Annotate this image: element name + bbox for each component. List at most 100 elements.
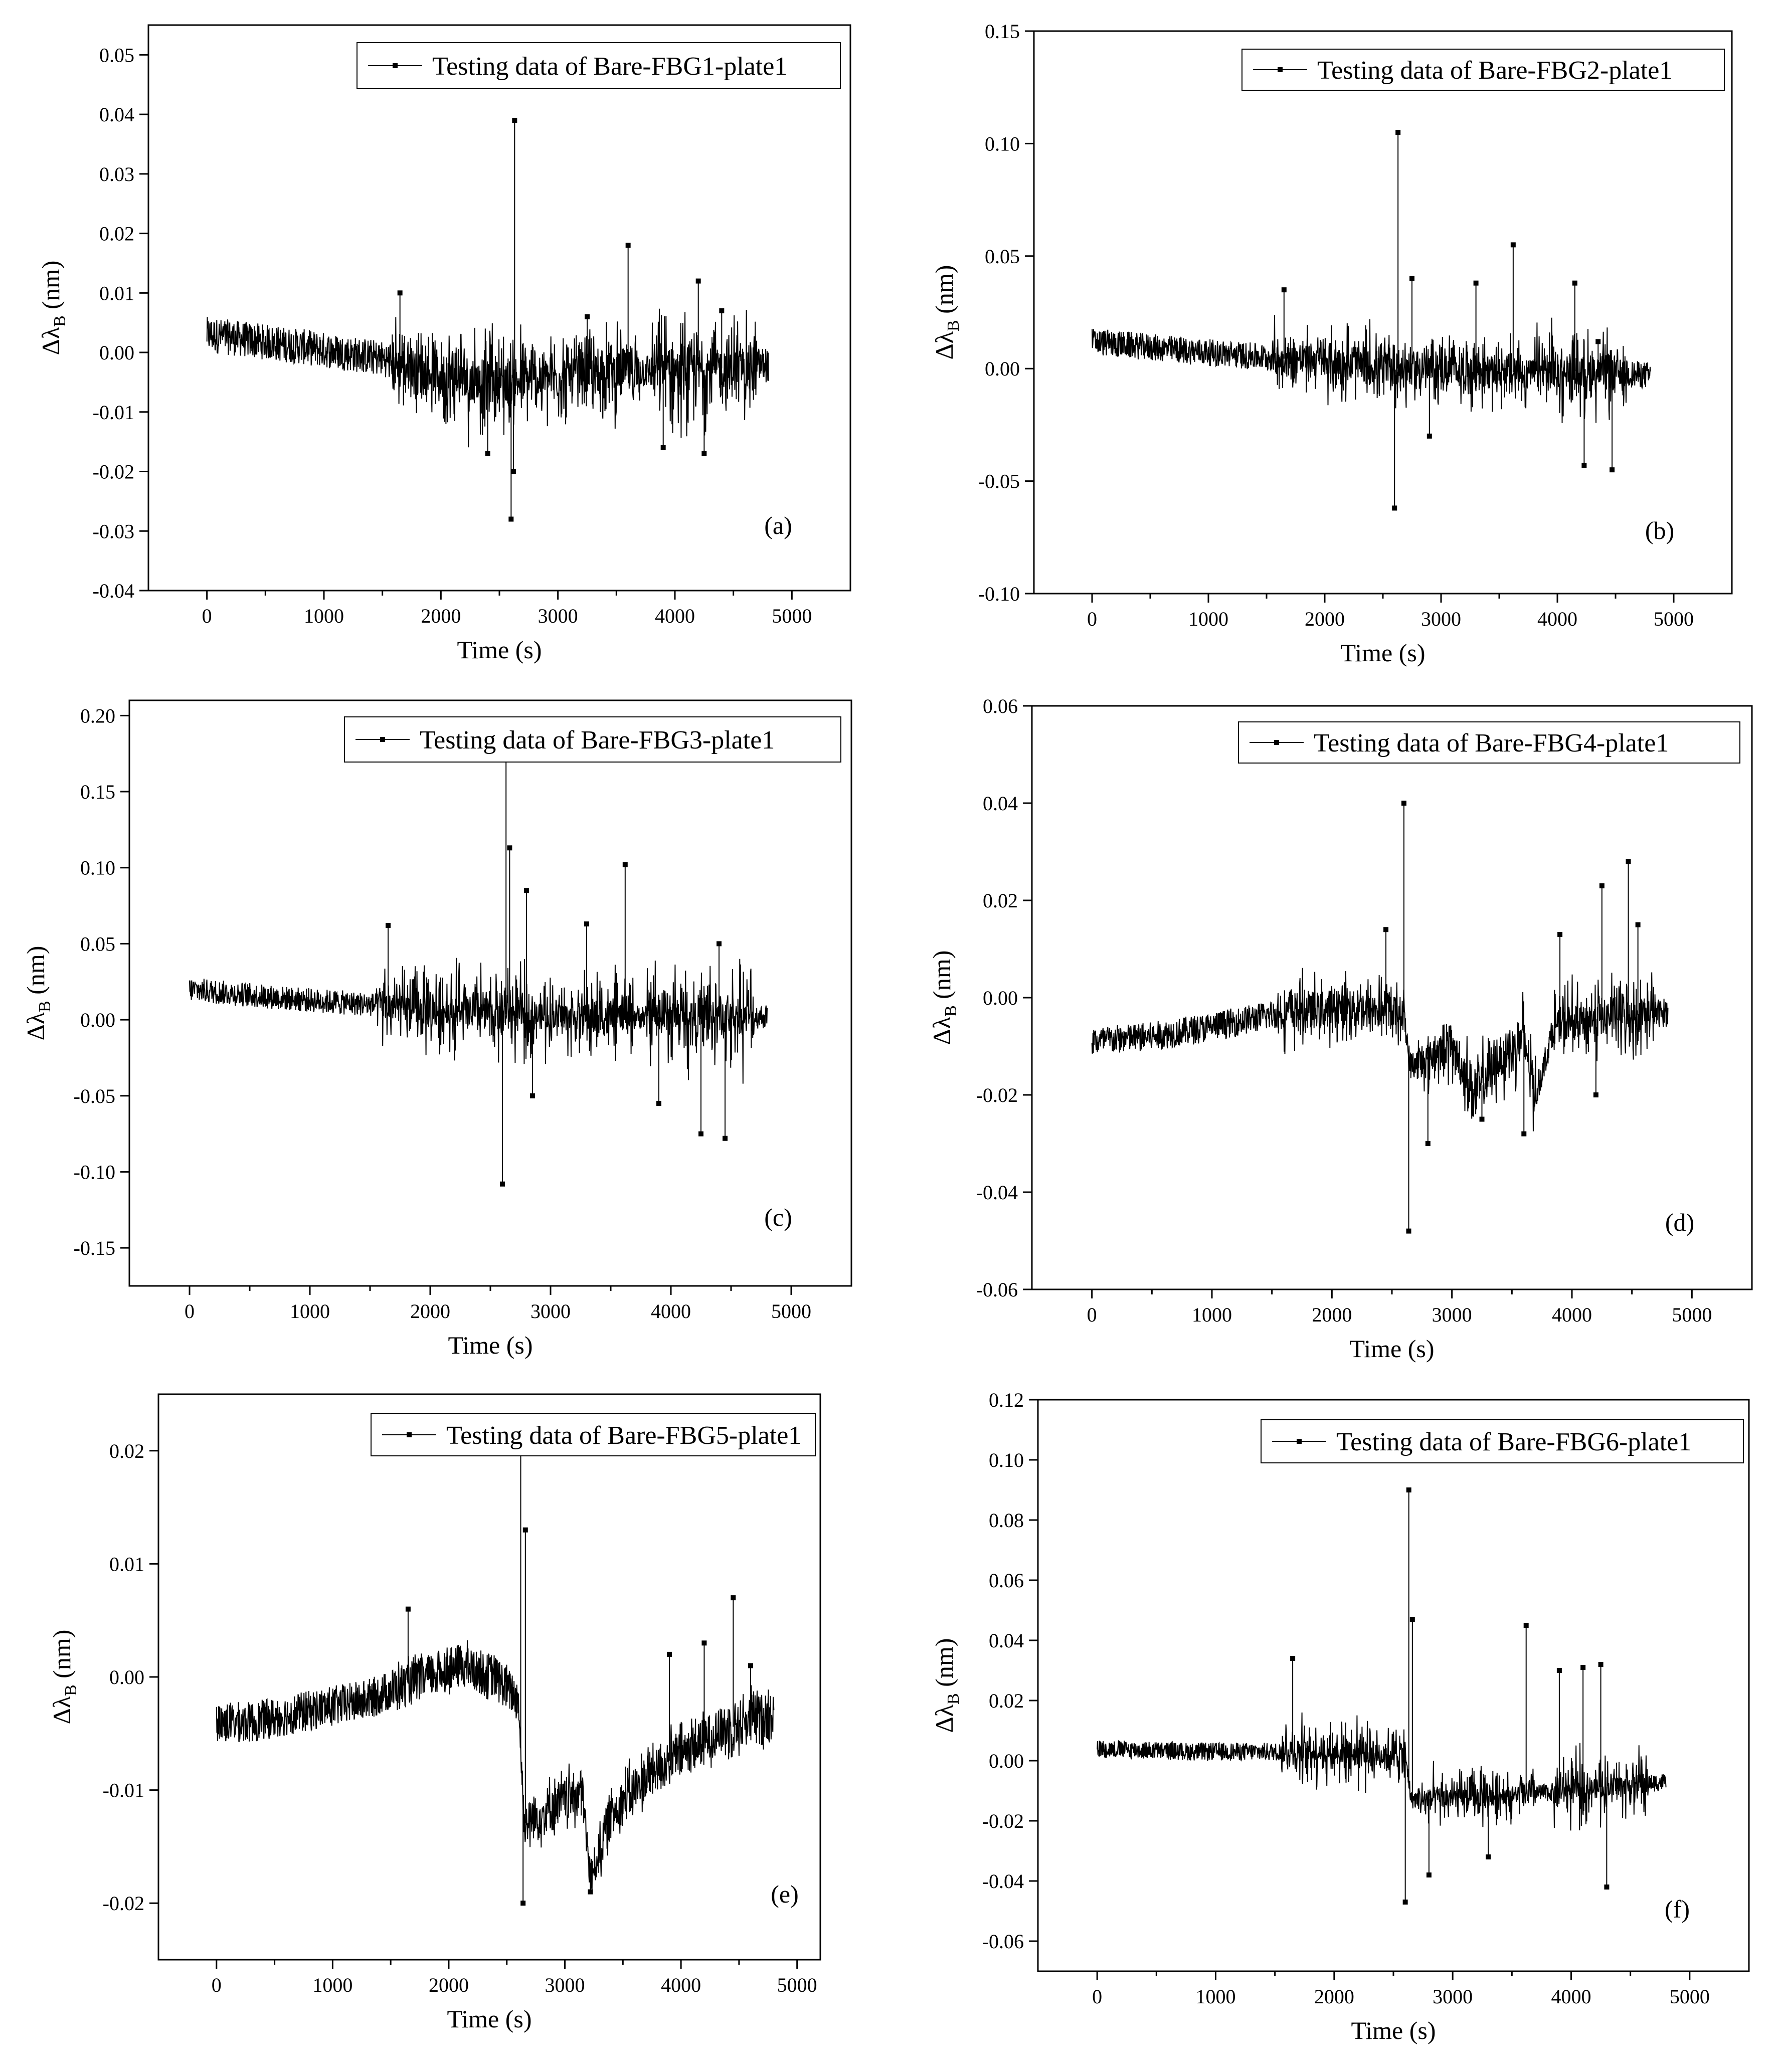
x-tick-label: 3000 [538, 605, 578, 627]
data-series [1091, 801, 1669, 1234]
series-line [1097, 1712, 1667, 1831]
y-tick-label: 0.01 [99, 282, 134, 304]
panel-label: (a) [764, 511, 792, 539]
legend-box [1238, 721, 1740, 764]
y-tick-label: 0.15 [80, 781, 115, 803]
legend-label: Testing data of Bare-FBG1-plate1 [432, 52, 787, 81]
x-tick-label: 4000 [1552, 1303, 1592, 1326]
data-series [1092, 129, 1651, 511]
y-tick-label: 0.20 [80, 704, 115, 727]
data-point [522, 1527, 528, 1533]
plot-frame [1033, 30, 1733, 595]
data-point [1281, 287, 1287, 293]
series-line [1091, 968, 1669, 1132]
x-tick-label: 1000 [1196, 1985, 1236, 2008]
y-tick-label: -0.04 [93, 580, 134, 602]
y-tick-label: 0.00 [99, 341, 134, 364]
x-axis-label: Time (s) [448, 1331, 532, 1359]
x-tick-label: 0 [1092, 1985, 1102, 2008]
plot-frame [1037, 1399, 1750, 1972]
data-point [622, 862, 628, 867]
data-point [1556, 1668, 1562, 1673]
y-tick-label: 0.04 [983, 792, 1018, 815]
series-line [1092, 315, 1651, 424]
data-point [1402, 1900, 1408, 1905]
legend-box [1241, 49, 1725, 91]
legend-box [357, 42, 841, 89]
data-point [1486, 1854, 1491, 1859]
data-point [1557, 931, 1563, 937]
y-axis-label: ΔλB (nm) [37, 261, 69, 355]
series-line [189, 958, 768, 1084]
plot-frame [157, 1393, 821, 1961]
series-line [216, 1640, 775, 1894]
legend-box [344, 716, 841, 763]
chart-panel-6: 0 1000 2000 3000 4000 5000 -0.06 -0.04 -0.02 0.00… [930, 1389, 1750, 2044]
y-tick-label: -0.10 [978, 583, 1020, 605]
data-point [1523, 1623, 1529, 1628]
panel-label: (c) [764, 1203, 792, 1231]
data-point [1401, 801, 1406, 806]
data-point [588, 1889, 593, 1895]
x-tick-label: 3000 [1421, 608, 1461, 630]
data-point [397, 290, 403, 296]
x-tick-label: 2000 [1305, 608, 1345, 630]
data-point [1604, 1885, 1610, 1890]
chart-panel-5: 0 1000 2000 3000 4000 5000 -0.02 -0.01 0.00 0.01 0… [48, 1393, 821, 2033]
legend: Testing data of Bare-FBG6-plate1 [1261, 1419, 1744, 1463]
y-tick-label: 0.04 [989, 1629, 1024, 1652]
data-point [666, 1651, 672, 1657]
data-series [189, 735, 768, 1187]
chart-panel-2: 0 1000 2000 3000 4000 5000 -0.10 -0.05 0.00 0.05 0… [930, 20, 1733, 667]
data-point [1406, 1228, 1411, 1234]
x-tick-label: 4000 [651, 1300, 691, 1323]
data-point [1580, 1665, 1586, 1670]
x-tick-label: 0 [202, 605, 212, 627]
y-tick-label: 0.00 [985, 357, 1020, 380]
data-point [520, 1901, 526, 1906]
data-point [1426, 1872, 1432, 1877]
legend-marker [407, 1432, 412, 1437]
data-point [524, 888, 529, 893]
x-tick-label: 4000 [1551, 1985, 1591, 2008]
data-point [1626, 859, 1631, 864]
y-axis-label: ΔλB (nm) [48, 1630, 80, 1725]
legend-marker [1274, 740, 1279, 745]
x-tick-label: 3000 [545, 1974, 585, 1996]
x-tick-label: 5000 [1670, 1985, 1710, 2008]
data-series [216, 1448, 775, 1906]
y-tick-label: 0.00 [109, 1666, 144, 1688]
data-point [584, 921, 589, 926]
data-point [719, 308, 725, 313]
y-tick-label: 0.05 [80, 932, 115, 955]
data-point [1610, 467, 1615, 473]
x-tick-label: 0 [1087, 1303, 1097, 1326]
data-point [500, 1181, 505, 1187]
y-tick-label: 0.15 [985, 20, 1020, 43]
legend-label: Testing data of Bare-FBG5-plate1 [446, 1421, 801, 1450]
data-point [1395, 129, 1401, 135]
x-tick-label: 4000 [1537, 608, 1577, 630]
data-point [1383, 927, 1389, 932]
x-tick-label: 5000 [772, 605, 812, 627]
data-point [1521, 1131, 1527, 1137]
x-tick-label: 1000 [1192, 1303, 1232, 1326]
plot-frame [147, 24, 851, 592]
data-point [748, 1663, 754, 1668]
legend: Testing data of Bare-FBG2-plate1 [1241, 49, 1725, 91]
y-tick-label: -0.03 [93, 520, 134, 542]
legend: Testing data of Bare-FBG5-plate1 [371, 1413, 816, 1456]
legend-label: Testing data of Bare-FBG6-plate1 [1336, 1428, 1691, 1456]
data-point [731, 1595, 736, 1601]
legend-label: Testing data of Bare-FBG4-plate1 [1314, 729, 1669, 758]
data-point [530, 1093, 535, 1098]
panel-label: (f) [1665, 1895, 1690, 1923]
data-point [1593, 1092, 1598, 1097]
data-series [1097, 1487, 1667, 1905]
data-point [386, 922, 391, 928]
legend: Testing data of Bare-FBG1-plate1 [357, 42, 841, 89]
x-tick-label: 5000 [1654, 608, 1694, 630]
x-tick-label: 1000 [290, 1300, 330, 1323]
x-axis-label: Time (s) [1349, 1335, 1434, 1363]
